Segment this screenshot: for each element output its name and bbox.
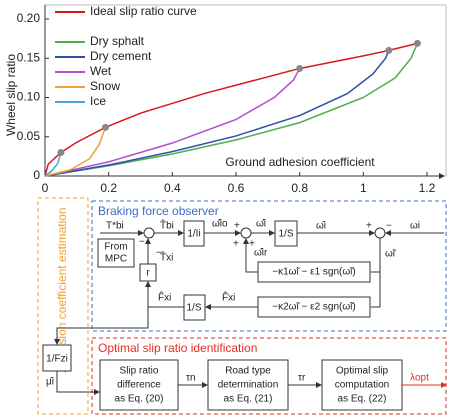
- sum: [374, 227, 386, 239]
- signal: T̂̇xi: [160, 250, 173, 264]
- series-line: [44, 42, 418, 177]
- signal: τr: [298, 373, 306, 384]
- series-line: [44, 43, 419, 177]
- block-label: MPC: [105, 254, 127, 265]
- sign: −: [139, 237, 145, 248]
- sign: +: [366, 221, 372, 232]
- wire: [56, 371, 100, 395]
- x-tick-label: 0.8: [291, 181, 308, 195]
- chart: Wheel slip ratio Ground adhesion coeffic…: [4, 4, 447, 195]
- signal: F̂̇xi: [222, 290, 235, 304]
- signal: F̂xi: [158, 290, 171, 304]
- x-tick-label: 0.2: [100, 181, 117, 195]
- block-label: computation: [335, 380, 389, 391]
- block-label: as Eq. (21): [224, 394, 273, 405]
- y-tick-label: 0.10: [17, 90, 41, 104]
- sum: [240, 227, 252, 239]
- series-line: [44, 127, 107, 177]
- x-tick-label: 0.6: [228, 181, 245, 195]
- signal: ω̃i: [385, 249, 397, 260]
- estimation-frame: [37, 197, 89, 415]
- block-label: −κ2ω̃i − ε2 sgn(ω̃i): [272, 302, 355, 313]
- block: [97, 238, 135, 268]
- wire: [54, 307, 149, 345]
- y-axis-label: Wheel slip ratio: [4, 54, 18, 136]
- y-tick-label: 0.15: [17, 50, 41, 64]
- peak-point: [385, 46, 393, 54]
- sign: +: [249, 239, 255, 250]
- x-axis-label: Ground adhesion coefficient: [225, 155, 375, 169]
- signal: ω̂̇ir: [254, 247, 268, 259]
- sign: +: [234, 221, 240, 232]
- peak-point: [101, 123, 109, 131]
- block-label: −κ1ω̃i − ε1 sgn(ω̃i): [272, 267, 355, 278]
- legend-label: Ideal slip ratio curve: [90, 4, 197, 18]
- identification-title: Optimal slip ratio identification: [98, 341, 257, 355]
- wire: [243, 238, 258, 273]
- peak-point: [413, 39, 421, 47]
- block-label: Optimal slip: [336, 366, 389, 377]
- series-line: [44, 152, 62, 177]
- y-tick-label: 0.20: [17, 11, 41, 25]
- y-tick-label: 0: [33, 168, 40, 182]
- sign: −: [156, 248, 162, 259]
- block-label: 1/S: [186, 303, 201, 314]
- block-label: as Eq. (20): [115, 394, 164, 405]
- block-label: Road type: [225, 366, 271, 377]
- observer-title: Braking force observer: [98, 204, 219, 218]
- x-tick-label: 0.4: [164, 181, 181, 195]
- y-tick-label: 0.05: [17, 129, 41, 143]
- legend-label: Snow: [90, 79, 120, 93]
- identification-frame: [91, 337, 447, 415]
- block: [321, 359, 403, 411]
- block: [99, 359, 179, 411]
- signal: ω̂̇i: [256, 218, 266, 230]
- block-label: From: [104, 242, 127, 253]
- sum: [143, 227, 155, 239]
- peak-point: [57, 148, 65, 156]
- legend-label: Dry sphalt: [90, 34, 145, 48]
- block-label: 1/Ii: [187, 229, 200, 240]
- block-label: difference: [117, 380, 161, 391]
- signal: T*bi: [106, 221, 124, 232]
- block-label: 1/Fzi: [46, 354, 68, 365]
- signal: τn: [186, 373, 196, 384]
- block-label: determination: [218, 380, 279, 391]
- signal: ω̂i: [316, 220, 326, 232]
- legend-label: Wet: [90, 64, 112, 78]
- signal: λopt: [410, 373, 429, 384]
- sign: −: [386, 221, 392, 232]
- signal: ω̂̇io: [212, 218, 228, 230]
- series-line: [44, 50, 390, 177]
- peak-point: [296, 64, 304, 72]
- signal: ωi: [410, 221, 420, 232]
- signal: T̂bi: [160, 218, 174, 232]
- legend-label: Dry cement: [90, 49, 152, 63]
- x-tick-label: 0: [42, 181, 49, 195]
- block-label: 1/S: [278, 229, 293, 240]
- wire: [371, 238, 381, 308]
- legend-label: Ice: [90, 94, 106, 108]
- series-line: [44, 68, 301, 177]
- x-tick-label: 1.2: [419, 181, 436, 195]
- x-tick-label: 1: [360, 181, 367, 195]
- diagram: Braking force observer Adhesion coeffici…: [37, 197, 447, 415]
- block-label: as Eq. (22): [338, 394, 387, 405]
- estimation-title: Adhesion coefficient estimation: [55, 207, 69, 372]
- signal: μ̂i: [46, 376, 54, 388]
- block-label: r: [146, 268, 150, 279]
- sign: +: [233, 239, 239, 250]
- block-label: Slip ratio: [120, 366, 159, 377]
- observer-frame: [91, 200, 447, 332]
- block: [207, 359, 289, 411]
